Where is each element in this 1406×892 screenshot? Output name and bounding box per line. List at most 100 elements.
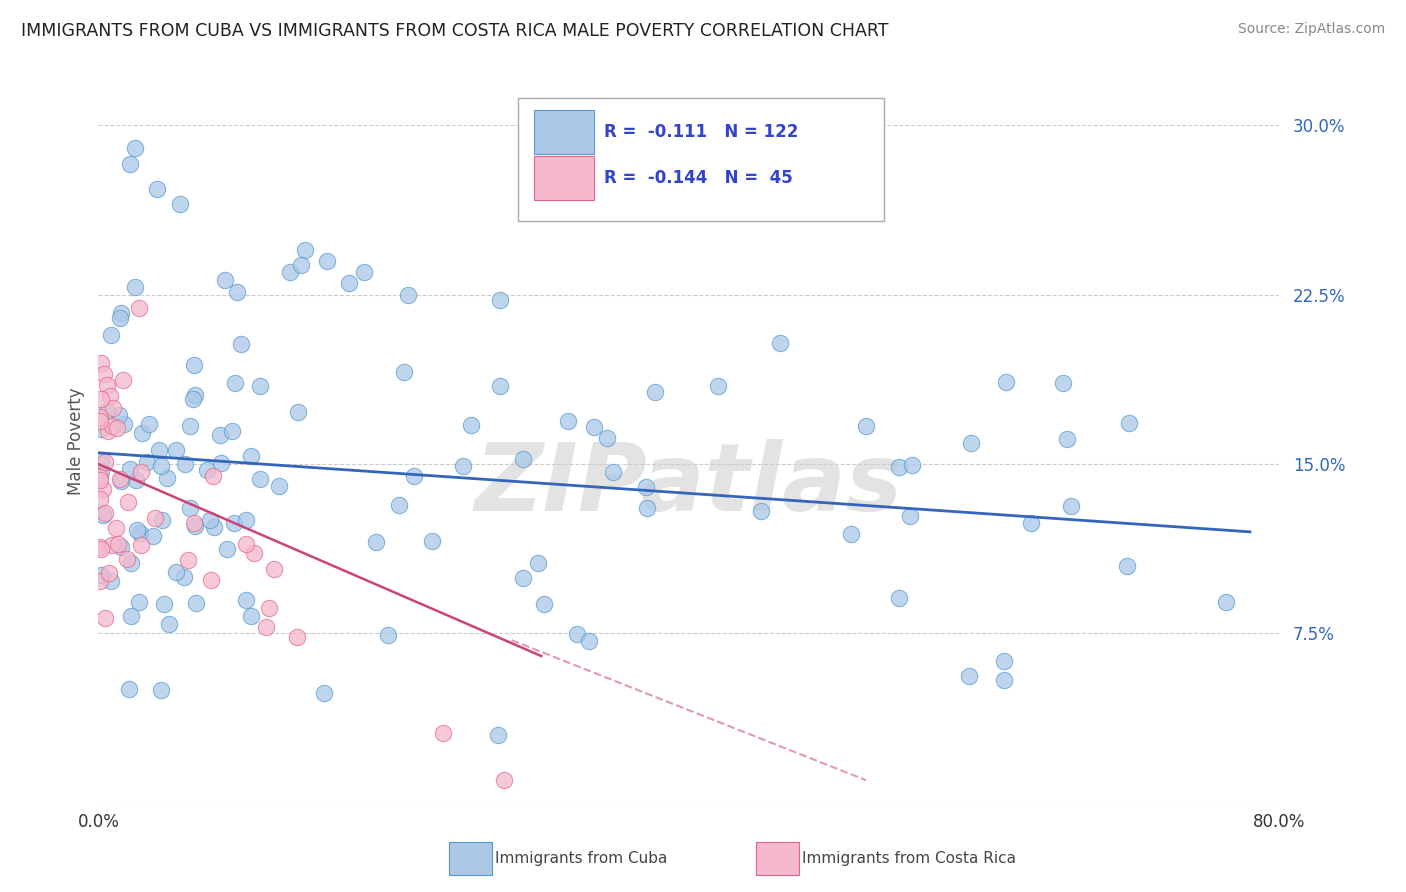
Point (565, 627, 588, 641)
Point (97, 566, 120, 581)
Point (1115, 559, 1137, 574)
Point (98, 389, 121, 403)
Point (243, 546, 266, 560)
Point (204, 520, 226, 534)
FancyBboxPatch shape (449, 842, 492, 875)
Point (294, 243, 316, 257)
Point (117, 552, 139, 566)
Point (156, 471, 179, 485)
Point (129, 526, 152, 541)
Text: R =  -0.144   N =  45: R = -0.144 N = 45 (605, 169, 793, 186)
Point (224, 516, 246, 531)
Point (453, 458, 475, 473)
Point (994, 375, 1017, 389)
Point (557, 414, 579, 428)
Point (90, 567, 112, 582)
Point (195, 463, 218, 477)
Point (1215, 595, 1237, 609)
Point (157, 617, 180, 632)
Point (254, 620, 277, 634)
Point (179, 418, 201, 433)
Point (339, 277, 361, 291)
Point (512, 571, 534, 585)
Point (138, 417, 160, 431)
Point (136, 455, 159, 469)
Point (957, 669, 980, 683)
Point (169, 197, 191, 211)
Point (118, 157, 141, 171)
Text: R =  -0.111   N = 122: R = -0.111 N = 122 (605, 123, 799, 141)
Point (533, 598, 555, 612)
Point (108, 408, 131, 422)
Point (110, 474, 132, 488)
Point (94, 611, 117, 625)
Point (432, 726, 454, 740)
Point (91, 508, 114, 523)
Point (583, 420, 606, 434)
Point (124, 141, 146, 155)
Point (460, 418, 482, 433)
Point (404, 469, 426, 483)
Point (177, 553, 200, 567)
Point (422, 534, 444, 549)
Text: Immigrants from Costa Rica: Immigrants from Costa Rica (803, 851, 1017, 866)
Point (110, 540, 132, 554)
Point (183, 358, 205, 372)
Point (249, 378, 271, 392)
Point (131, 426, 153, 441)
Point (114, 417, 136, 431)
Point (90, 392, 112, 406)
Point (128, 595, 150, 609)
Point (90, 453, 112, 467)
Point (110, 472, 132, 486)
Text: IMMIGRANTS FROM CUBA VS IMMIGRANTS FROM COSTA RICA MALE POVERTY CORRELATION CHAR: IMMIGRANTS FROM CUBA VS IMMIGRANTS FROM … (21, 22, 889, 40)
Point (118, 462, 141, 476)
Point (235, 593, 257, 607)
Point (89, 540, 111, 554)
FancyBboxPatch shape (756, 842, 799, 875)
Point (314, 686, 336, 700)
Point (267, 478, 290, 492)
Point (201, 468, 224, 483)
Point (287, 405, 309, 419)
Point (1021, 516, 1043, 530)
Point (110, 306, 132, 320)
Point (186, 596, 208, 610)
Point (578, 633, 600, 648)
Point (486, 728, 509, 742)
Point (96, 403, 118, 417)
Text: Immigrants from Cuba: Immigrants from Cuba (495, 851, 668, 866)
Point (120, 609, 142, 624)
Point (839, 526, 862, 541)
Point (993, 654, 1015, 668)
Point (165, 443, 187, 458)
Point (107, 536, 129, 550)
Point (173, 569, 195, 583)
Point (112, 373, 135, 387)
Point (103, 401, 125, 415)
Point (398, 287, 420, 301)
Point (1059, 499, 1081, 513)
Point (249, 472, 271, 486)
Point (225, 285, 247, 299)
Point (96, 378, 118, 392)
Point (181, 392, 204, 406)
Point (634, 480, 657, 494)
Point (89, 470, 111, 484)
Point (898, 508, 921, 523)
Point (217, 542, 239, 557)
Point (200, 574, 222, 588)
Point (290, 259, 312, 273)
Point (89, 574, 111, 588)
FancyBboxPatch shape (534, 111, 595, 154)
Point (165, 566, 187, 580)
Point (208, 428, 231, 442)
Point (97, 424, 120, 438)
Point (751, 504, 773, 518)
Point (89, 409, 111, 424)
Point (108, 310, 131, 325)
Point (128, 301, 150, 315)
Point (200, 513, 222, 527)
Point (100, 327, 122, 342)
Point (229, 336, 252, 351)
